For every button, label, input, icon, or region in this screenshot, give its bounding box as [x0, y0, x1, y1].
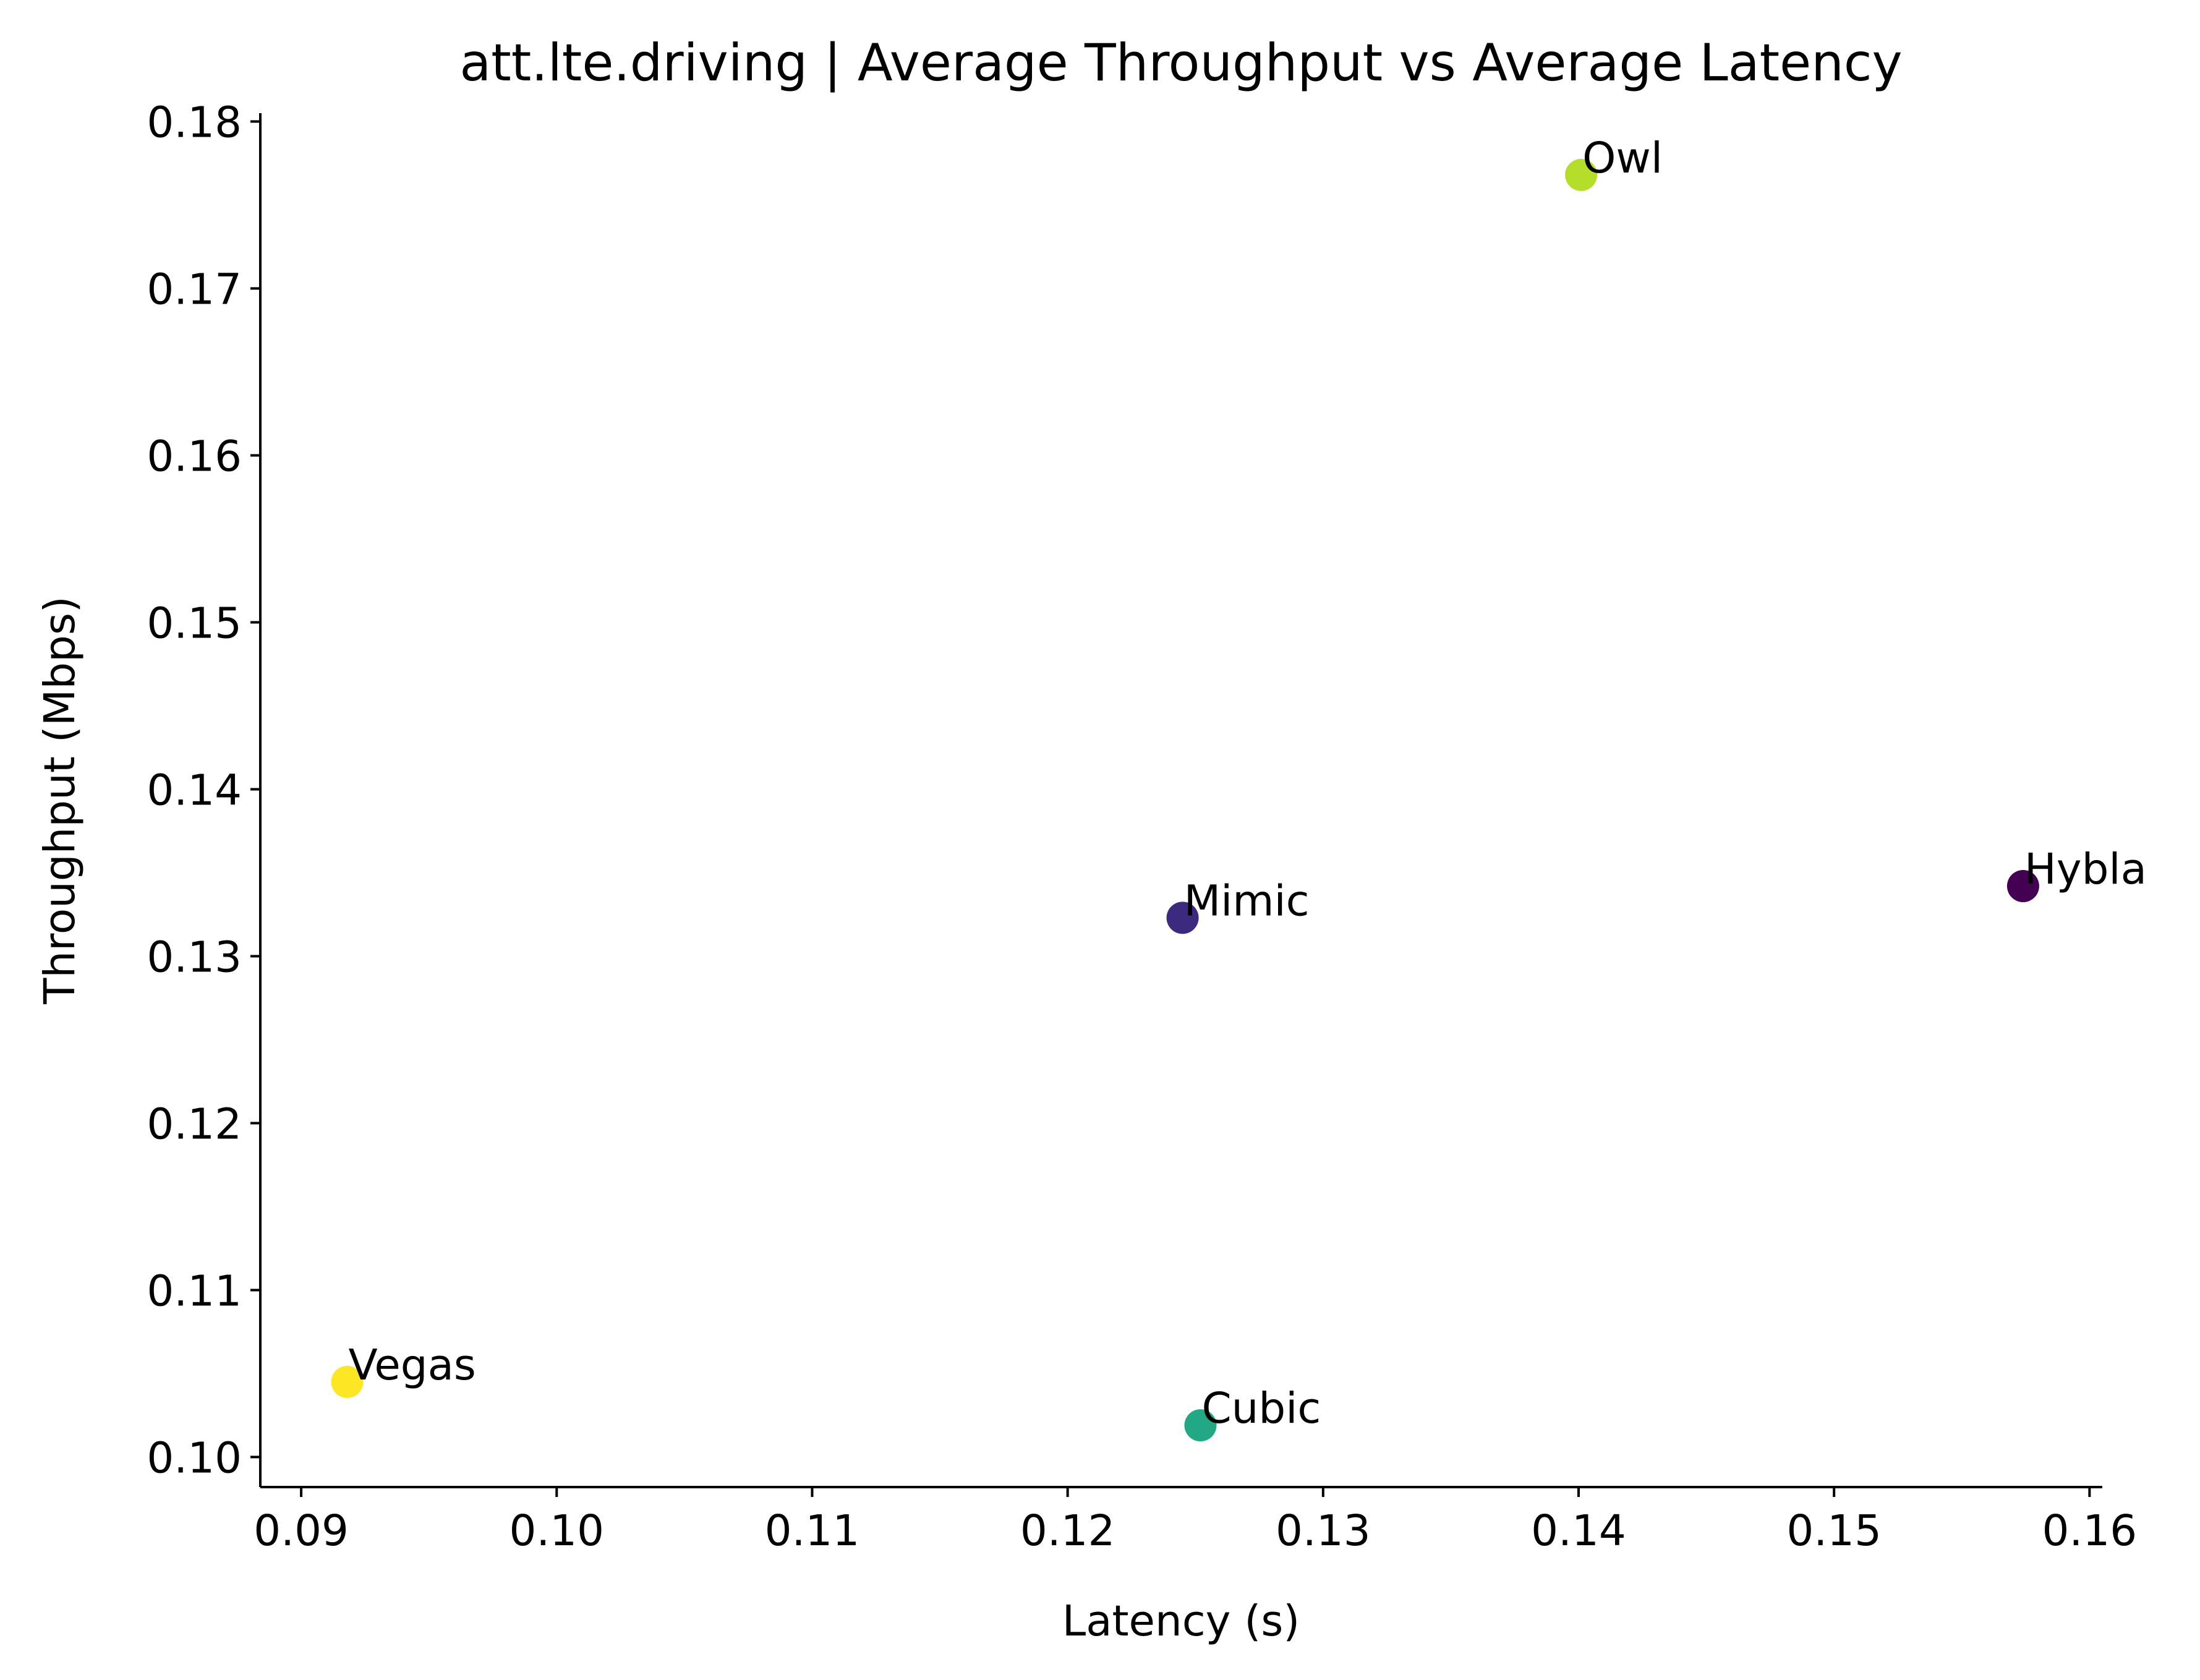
x-tick-label: 0.12 — [1020, 1506, 1115, 1556]
point-label-hybla: Hybla — [2024, 845, 2147, 894]
data-points: Hybla Mimic Cubic Owl Vegas — [331, 134, 2147, 1442]
y-tick-label: 0.17 — [147, 265, 242, 314]
chart-title: att.lte.driving | Average Throughput vs … — [459, 33, 1902, 93]
y-axis-title: Throughput (Mbps) — [35, 596, 85, 1005]
x-tick-label: 0.13 — [1276, 1506, 1371, 1556]
x-tick-label: 0.10 — [509, 1506, 604, 1556]
point-label-cubic: Cubic — [1201, 1384, 1321, 1433]
x-tick-label: 0.14 — [1531, 1506, 1626, 1556]
point-label-vegas: Vegas — [348, 1341, 475, 1390]
plot-area: 0.09 0.10 0.11 0.12 0.13 0.14 0.15 0.16 0.100.1… — [147, 98, 2147, 1556]
y-tick-label: 0.13 — [147, 932, 242, 982]
x-tick-label: 0.11 — [765, 1506, 860, 1556]
y-tick-label: 0.16 — [147, 432, 242, 481]
scatter-point-hybla — [2006, 870, 2039, 903]
x-tick-label: 0.16 — [2042, 1506, 2138, 1556]
y-tick-label: 0.10 — [147, 1433, 242, 1483]
x-tick-label: 0.09 — [254, 1506, 349, 1556]
scatter-point-owl — [1565, 158, 1598, 191]
y-tick-label: 0.14 — [147, 765, 242, 815]
y-tick-label: 0.11 — [147, 1266, 242, 1316]
scatter-point-cubic — [1184, 1409, 1217, 1442]
point-label-owl: Owl — [1582, 134, 1663, 183]
scatter-point-mimic — [1166, 902, 1199, 934]
y-tick-label: 0.12 — [147, 1099, 242, 1149]
y-tick-label: 0.15 — [147, 599, 242, 648]
point-label-mimic: Mimic — [1184, 876, 1310, 926]
x-axis-title: Latency (s) — [1062, 1597, 1300, 1646]
x-axis-ticks: 0.09 0.10 0.11 0.12 0.13 0.14 0.15 0.16 — [254, 1487, 2137, 1556]
y-tick-label: 0.18 — [147, 98, 242, 147]
x-tick-label: 0.15 — [1786, 1506, 1882, 1556]
scatter-point-vegas — [331, 1365, 364, 1398]
y-axis-ticks: 0.10 0.11 0.12 0.13 0.14 0.15 0.16 0.17 0.18 — [147, 98, 260, 1483]
